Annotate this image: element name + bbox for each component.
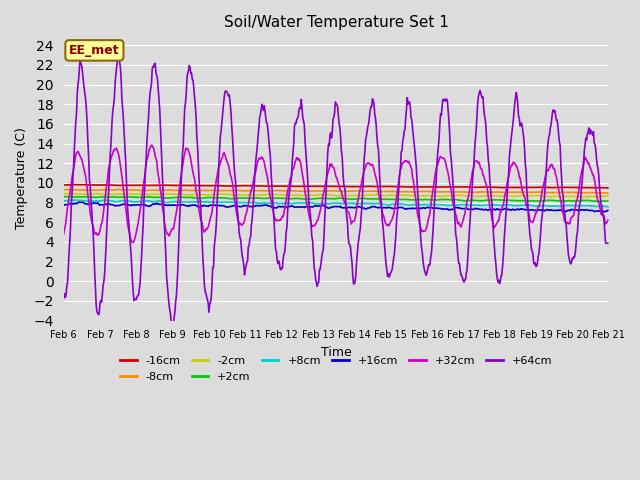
-16cm (71, 181, 79, 187)
+64cm (211, 237, 219, 242)
+32cm (129, 240, 137, 245)
-8cm (70, 187, 78, 192)
+16cm (75, 199, 83, 205)
+2cm (211, 195, 218, 201)
-16cm (70, 182, 77, 188)
+2cm (403, 196, 410, 202)
-8cm (211, 188, 218, 193)
-2cm (604, 193, 612, 199)
+8cm (70, 197, 78, 203)
+32cm (148, 142, 156, 148)
+2cm (182, 194, 189, 200)
+64cm (70, 166, 77, 171)
Title: Soil/Water Temperature Set 1: Soil/Water Temperature Set 1 (223, 15, 449, 30)
Line: +8cm: +8cm (63, 200, 608, 207)
-8cm (419, 189, 426, 194)
-8cm (60, 187, 67, 192)
+32cm (60, 231, 67, 237)
+8cm (419, 202, 426, 207)
+16cm (211, 202, 218, 208)
-16cm (60, 182, 67, 188)
+16cm (419, 205, 426, 211)
-2cm (61, 191, 69, 196)
+2cm (419, 197, 426, 203)
-8cm (127, 187, 134, 193)
+8cm (403, 202, 410, 207)
+16cm (604, 207, 612, 213)
-16cm (604, 185, 612, 191)
-8cm (182, 187, 189, 193)
+64cm (60, 295, 67, 301)
-16cm (127, 182, 134, 188)
+8cm (182, 199, 189, 205)
+2cm (60, 194, 67, 200)
-8cm (403, 189, 410, 194)
+64cm (604, 240, 612, 246)
-2cm (403, 192, 410, 198)
-2cm (70, 191, 78, 197)
-8cm (63, 187, 70, 192)
Line: -16cm: -16cm (63, 184, 608, 188)
+8cm (127, 198, 134, 204)
+32cm (125, 230, 133, 236)
+64cm (127, 241, 134, 247)
-2cm (211, 192, 218, 197)
Line: +2cm: +2cm (63, 196, 608, 201)
Line: -2cm: -2cm (63, 193, 608, 197)
+8cm (60, 199, 67, 204)
+8cm (211, 200, 218, 205)
+32cm (182, 145, 190, 151)
X-axis label: Time: Time (321, 346, 351, 359)
-2cm (60, 191, 67, 197)
+2cm (70, 194, 78, 200)
+32cm (70, 167, 77, 172)
-16cm (604, 185, 611, 191)
+64cm (403, 95, 411, 100)
+16cm (600, 209, 608, 215)
+2cm (596, 198, 604, 204)
-8cm (604, 190, 612, 196)
+32cm (211, 186, 219, 192)
+8cm (604, 204, 612, 210)
Legend: -16cm, -8cm, -2cm, +2cm, +8cm, +16cm, +32cm, +64cm: -16cm, -8cm, -2cm, +2cm, +8cm, +16cm, +3… (116, 352, 557, 386)
Line: -8cm: -8cm (63, 190, 608, 193)
Line: +32cm: +32cm (63, 145, 608, 242)
+64cm (115, 50, 122, 56)
Line: +16cm: +16cm (63, 202, 608, 212)
-2cm (127, 191, 134, 197)
-2cm (594, 194, 602, 200)
-2cm (419, 193, 426, 199)
Y-axis label: Temperature (C): Temperature (C) (15, 127, 28, 229)
+32cm (419, 228, 427, 234)
Line: +64cm: +64cm (63, 53, 608, 326)
+64cm (182, 90, 190, 96)
-16cm (211, 183, 218, 189)
-16cm (182, 182, 189, 188)
+32cm (403, 159, 411, 165)
+32cm (604, 217, 612, 223)
+16cm (127, 202, 134, 208)
+16cm (403, 206, 410, 212)
+8cm (67, 197, 75, 203)
+64cm (419, 259, 427, 265)
+16cm (182, 203, 189, 208)
+16cm (70, 201, 77, 206)
+2cm (604, 198, 612, 204)
+16cm (60, 202, 67, 208)
+2cm (127, 194, 134, 200)
+64cm (169, 324, 177, 329)
-16cm (419, 184, 426, 190)
+2cm (61, 193, 69, 199)
Text: EE_met: EE_met (69, 44, 120, 57)
-2cm (182, 192, 189, 198)
-16cm (403, 184, 410, 190)
